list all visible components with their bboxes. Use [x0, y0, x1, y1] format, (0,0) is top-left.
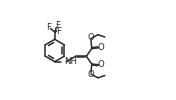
Text: O: O	[88, 33, 94, 42]
Text: F: F	[56, 27, 61, 36]
Text: O: O	[98, 60, 104, 69]
Text: F: F	[46, 22, 52, 32]
Text: O: O	[88, 70, 94, 79]
Text: NH: NH	[64, 57, 77, 66]
Text: F: F	[55, 21, 60, 30]
Text: O: O	[98, 43, 104, 52]
